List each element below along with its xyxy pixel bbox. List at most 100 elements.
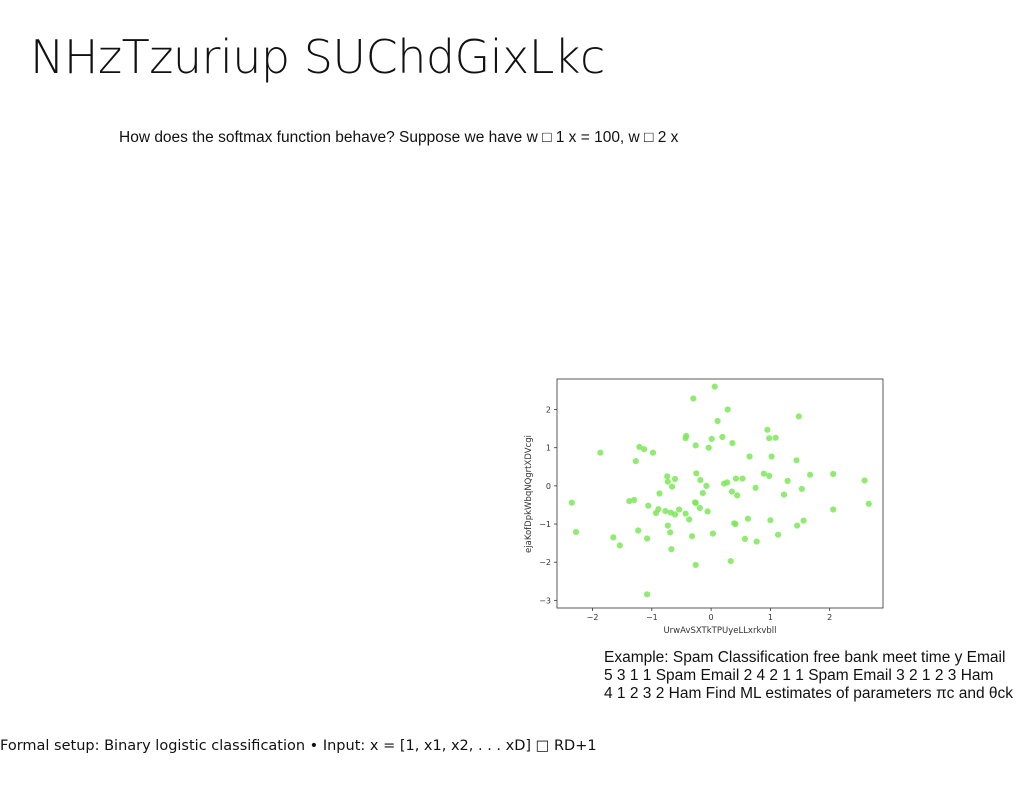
data-point	[709, 530, 716, 537]
data-point	[626, 498, 633, 505]
data-point	[793, 457, 800, 464]
data-point	[676, 506, 683, 513]
data-point	[711, 383, 718, 390]
data-point	[682, 510, 689, 517]
data-point	[692, 499, 699, 506]
y-tick-label: 2	[546, 406, 551, 415]
data-point	[728, 488, 735, 495]
data-point	[671, 511, 679, 518]
data-point	[727, 558, 734, 565]
y-axis-label: ejaKofDpkWbqNQgrtXDVcgi	[524, 435, 534, 553]
data-point	[731, 520, 738, 527]
data-point	[741, 535, 748, 542]
data-point	[568, 499, 575, 506]
data-point	[597, 449, 604, 456]
data-point	[708, 435, 715, 442]
data-point	[668, 483, 676, 490]
data-point	[830, 506, 837, 513]
data-point	[795, 413, 802, 420]
x-tick-label: 2	[827, 613, 832, 622]
data-point	[861, 477, 868, 484]
y-tick-label: −3	[539, 596, 551, 605]
data-point	[697, 477, 704, 484]
data-point	[644, 591, 651, 598]
data-point	[800, 517, 807, 524]
data-point	[641, 446, 648, 453]
x-tick-label: −1	[646, 613, 658, 622]
example-text: Example: Spam Classification free bank m…	[604, 649, 1024, 703]
data-point	[775, 531, 782, 538]
x-tick-label: 1	[768, 613, 773, 622]
y-tick-label: −1	[539, 520, 551, 529]
x-axis-label: UrwAvSXTkTPUyeLLxrkvbll	[663, 626, 776, 636]
data-point	[766, 472, 773, 479]
data-point	[631, 496, 638, 504]
data-point	[767, 517, 774, 524]
data-point	[689, 533, 696, 540]
data-point	[768, 453, 775, 460]
data-point	[703, 482, 710, 489]
data-point	[645, 502, 652, 509]
data-point	[610, 534, 617, 541]
data-point	[682, 435, 689, 442]
data-point	[744, 515, 751, 522]
data-point	[644, 535, 651, 542]
data-point	[732, 475, 740, 482]
data-point	[798, 485, 805, 492]
data-point	[664, 478, 671, 485]
data-point	[686, 516, 693, 523]
data-point	[632, 458, 639, 465]
slide-title: NHzTzuriup SUChdGixLkc	[30, 30, 605, 84]
data-point	[724, 479, 731, 486]
data-point	[719, 433, 726, 441]
y-ticks: −3 −2 −1 0 1 2	[539, 406, 557, 605]
example-line: 4 1 2 3 2 Ham Find ML estimates of param…	[604, 685, 1013, 702]
data-point	[616, 542, 623, 549]
data-point	[704, 508, 711, 515]
data-point	[656, 490, 663, 497]
data-point	[724, 406, 731, 413]
data-point	[668, 546, 675, 553]
data-point	[693, 470, 700, 477]
data-point	[572, 528, 580, 536]
data-point	[699, 490, 706, 497]
example-line: 5 3 1 1 Spam Email 2 4 2 1 1 Spam Email …	[604, 667, 994, 684]
data-point	[692, 561, 699, 568]
data-point	[652, 509, 660, 517]
data-point	[636, 443, 643, 450]
data-point	[746, 453, 753, 460]
example-line: Example: Spam Classification free bank m…	[604, 649, 1006, 666]
data-point	[664, 473, 671, 480]
y-tick-label: −2	[539, 558, 551, 567]
data-point	[753, 538, 760, 545]
data-point	[764, 426, 771, 433]
data-point	[794, 522, 801, 529]
data-point	[830, 470, 837, 478]
data-point	[690, 395, 697, 402]
data-point	[729, 440, 736, 447]
y-tick-label: 1	[546, 444, 551, 453]
question-text: How does the softmax function behave? Su…	[119, 129, 679, 146]
data-point	[734, 492, 741, 499]
data-point	[692, 442, 699, 449]
data-point	[705, 444, 712, 451]
data-point	[671, 475, 679, 483]
x-tick-label: 0	[709, 613, 714, 622]
scatter-plot: −2 −1 0 1 2 −3 −2 −1 0 1 2 UrwAvSXTkTPUyeLLxrkvbl…	[524, 378, 884, 636]
data-point	[752, 484, 759, 491]
x-tick-label: −2	[587, 613, 599, 622]
data-point	[807, 471, 814, 478]
data-point	[780, 491, 788, 498]
data-point	[662, 508, 669, 515]
data-point	[649, 449, 657, 456]
data-point	[772, 434, 779, 441]
y-tick-label: 0	[546, 482, 551, 491]
data-point	[667, 529, 674, 536]
plot-frame	[556, 378, 884, 609]
data-point	[664, 522, 671, 529]
data-point	[760, 470, 767, 477]
data-point	[635, 527, 642, 534]
data-point	[784, 477, 791, 484]
footer-setup-text: Formal setup: Binary logistic classifica…	[0, 738, 597, 754]
data-point	[714, 417, 721, 425]
